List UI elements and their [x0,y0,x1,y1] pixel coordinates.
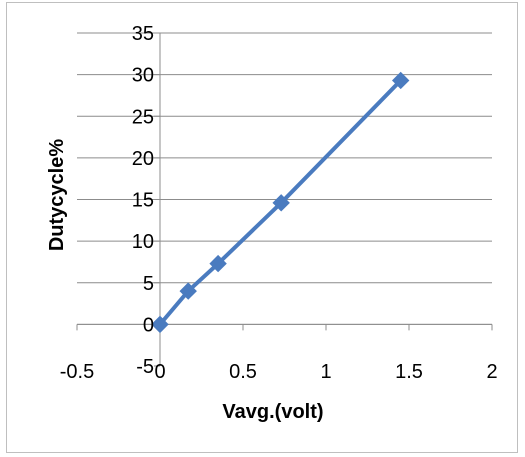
chart-frame [6,2,518,453]
y-tick-label: 30 [132,65,154,87]
x-tick-label: 0.5 [229,361,257,383]
x-tick-label: -0.5 [60,361,94,383]
data-point [151,315,169,334]
data-point [179,282,197,300]
y-tick-label: 25 [132,106,154,128]
axes [76,32,493,367]
y-tick-label: 20 [132,148,154,170]
y-tick-label: 10 [132,231,154,253]
x-tick-label: 1.5 [395,361,423,383]
data-point [391,71,410,90]
data-point [209,254,227,273]
x-tick-label: 0 [154,361,165,383]
y-axis-title: Dutycycle% [46,139,68,251]
y-tick-label: 5 [143,273,154,295]
x-axis-title: Vavg.(volt) [222,401,323,423]
x-tick-label: 2 [486,361,497,383]
y-tick-label: 35 [132,23,154,45]
data-series [151,71,410,334]
y-tick-label: 0 [143,314,154,336]
x-tick-label: 1 [320,361,331,383]
y-tick-label: -5 [136,356,154,378]
y-tick-label: 15 [132,190,154,212]
data-point [272,194,290,212]
